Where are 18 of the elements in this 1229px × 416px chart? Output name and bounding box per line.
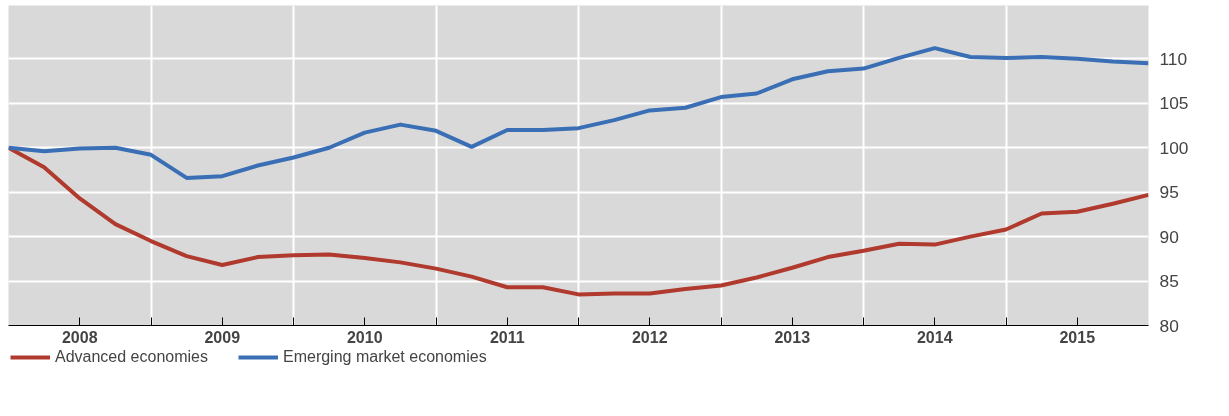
x-tick-label: 2008 <box>61 328 98 346</box>
legend-label: Advanced economies <box>55 348 208 366</box>
x-tick-label: 2014 <box>916 328 953 346</box>
x-tick-label: 2012 <box>631 328 668 346</box>
line-series <box>8 46 1149 180</box>
x-tick-label: 2015 <box>1059 328 1096 346</box>
y-tick-label: 80 <box>1159 315 1179 336</box>
y-tick-label: 90 <box>1159 226 1179 247</box>
legend-label: Emerging market economies <box>282 348 487 366</box>
y-tick-label: 105 <box>1159 93 1189 114</box>
y-tick-label: 85 <box>1159 271 1179 292</box>
x-tick-label: 2010 <box>346 328 383 346</box>
x-tick-label: 2013 <box>774 328 811 346</box>
y-tick-label: 110 <box>1159 48 1188 69</box>
x-tick-label: 2009 <box>204 328 241 346</box>
y-tick-label: 95 <box>1159 182 1179 203</box>
y-tick-label: 100 <box>1159 137 1189 158</box>
x-tick-label: 2011 <box>489 328 525 346</box>
